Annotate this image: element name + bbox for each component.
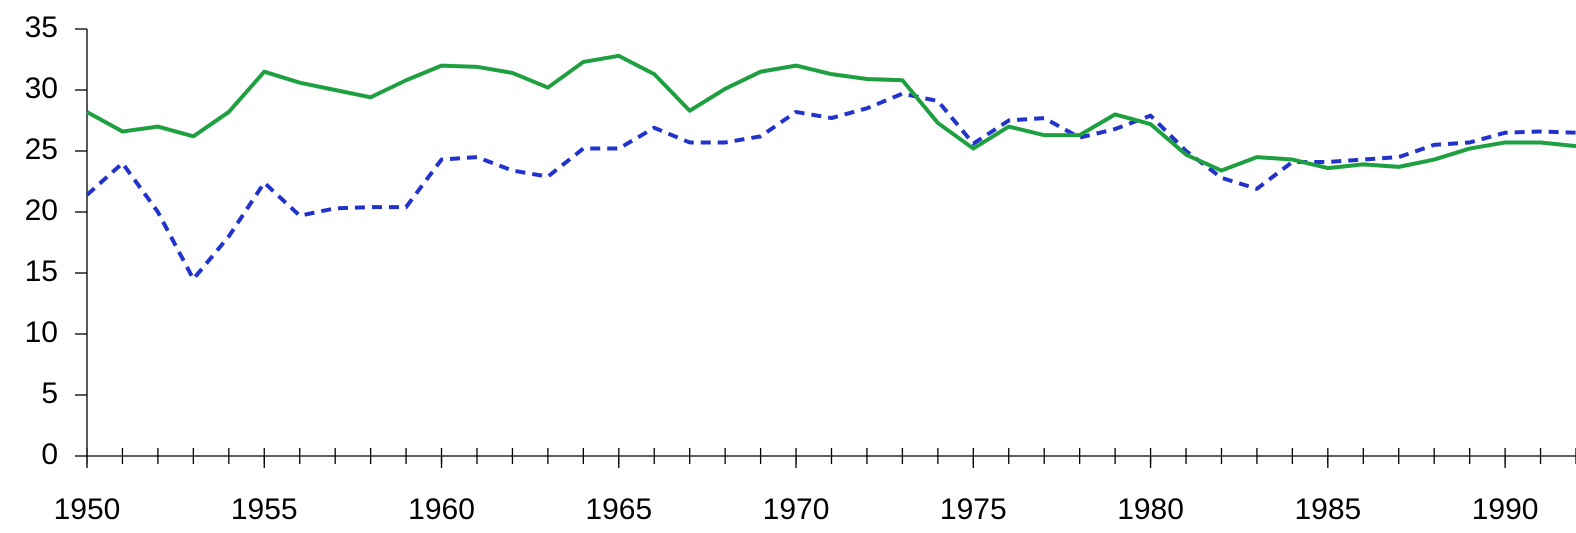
x-tick-label: 1955	[231, 493, 298, 526]
x-tick-label: 1985	[1294, 493, 1361, 526]
series-line	[85, 91, 1576, 282]
x-tick-label: 1950	[54, 493, 121, 526]
x-tick-label: 1990	[1472, 493, 1539, 526]
y-tick-label: 25	[25, 133, 58, 166]
y-tick-label: 35	[25, 11, 58, 44]
x-tick-label: 1960	[408, 493, 475, 526]
y-tick-label: 0	[41, 438, 58, 471]
x-tick-label: 1970	[763, 493, 830, 526]
y-tick-label: 15	[25, 255, 58, 288]
x-tick-label: 1975	[940, 493, 1007, 526]
y-tick-label: 30	[25, 72, 58, 105]
y-tick-label: 10	[25, 316, 58, 349]
x-tick-label: 1980	[1117, 493, 1184, 526]
x-tick-label: 1965	[585, 493, 652, 526]
y-tick-label: 20	[25, 194, 58, 227]
series-line	[86, 53, 1576, 173]
y-tick-label: 5	[41, 377, 58, 410]
